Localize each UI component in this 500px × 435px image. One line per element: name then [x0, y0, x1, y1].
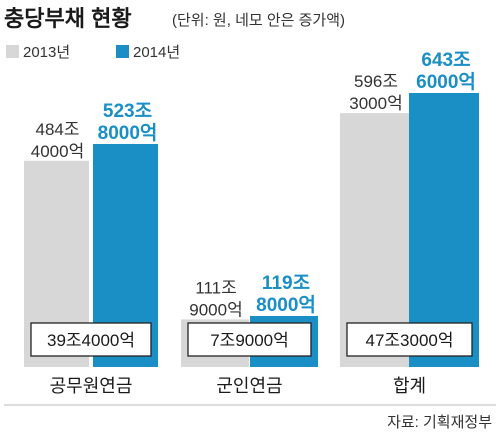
increase-box-0: [30, 322, 152, 357]
bar-2014-2: [409, 93, 479, 367]
value-label-2013-2-0: 596조: [354, 72, 398, 91]
legend-label-2014: 2014년: [133, 44, 180, 61]
increase-label-0: 39조4000억: [47, 331, 135, 350]
category-label-2: 합계: [393, 376, 426, 396]
value-label-2014-2-1: 6000억: [416, 71, 476, 93]
category-label-0: 공무원연금: [50, 376, 133, 396]
category-label-1: 군인연금: [216, 376, 282, 396]
increase-box-2: [346, 322, 473, 357]
value-labels-group: 484조4000억523조8000억39조4000억공무원연금111조9000억…: [30, 50, 476, 396]
value-label-2014-2-0: 643조: [421, 50, 470, 71]
chart-subtitle: (단위: 원, 네모 안은 증가액): [172, 12, 345, 29]
legend-swatch-2013: [6, 45, 19, 58]
increase-label-1: 7조9000억: [210, 331, 289, 350]
increase-label-2: 47조3000억: [365, 331, 453, 350]
increase-box-1: [187, 322, 312, 357]
value-label-2013-1-1: 9000억: [189, 300, 242, 319]
value-label-2014-0-0: 523조: [103, 101, 152, 122]
value-label-2014-0-1: 8000억: [98, 122, 158, 144]
chart-title: 충당부채 현황: [4, 6, 132, 31]
value-label-2013-0-1: 4000억: [31, 142, 84, 161]
legend-swatch-2014: [116, 45, 129, 58]
value-label-2014-1-1: 8000억: [256, 294, 316, 316]
source-label: 자료: 기획재정부: [387, 414, 492, 431]
value-label-2014-1-0: 119조: [262, 273, 310, 294]
value-label-2013-2-1: 3000억: [349, 94, 402, 113]
value-label-2013-1-0: 111조: [195, 278, 236, 297]
legend-label-2013: 2013년: [23, 44, 70, 61]
value-label-2013-0-0: 484조: [35, 120, 79, 139]
legend: 2013년 2014년: [6, 44, 180, 61]
